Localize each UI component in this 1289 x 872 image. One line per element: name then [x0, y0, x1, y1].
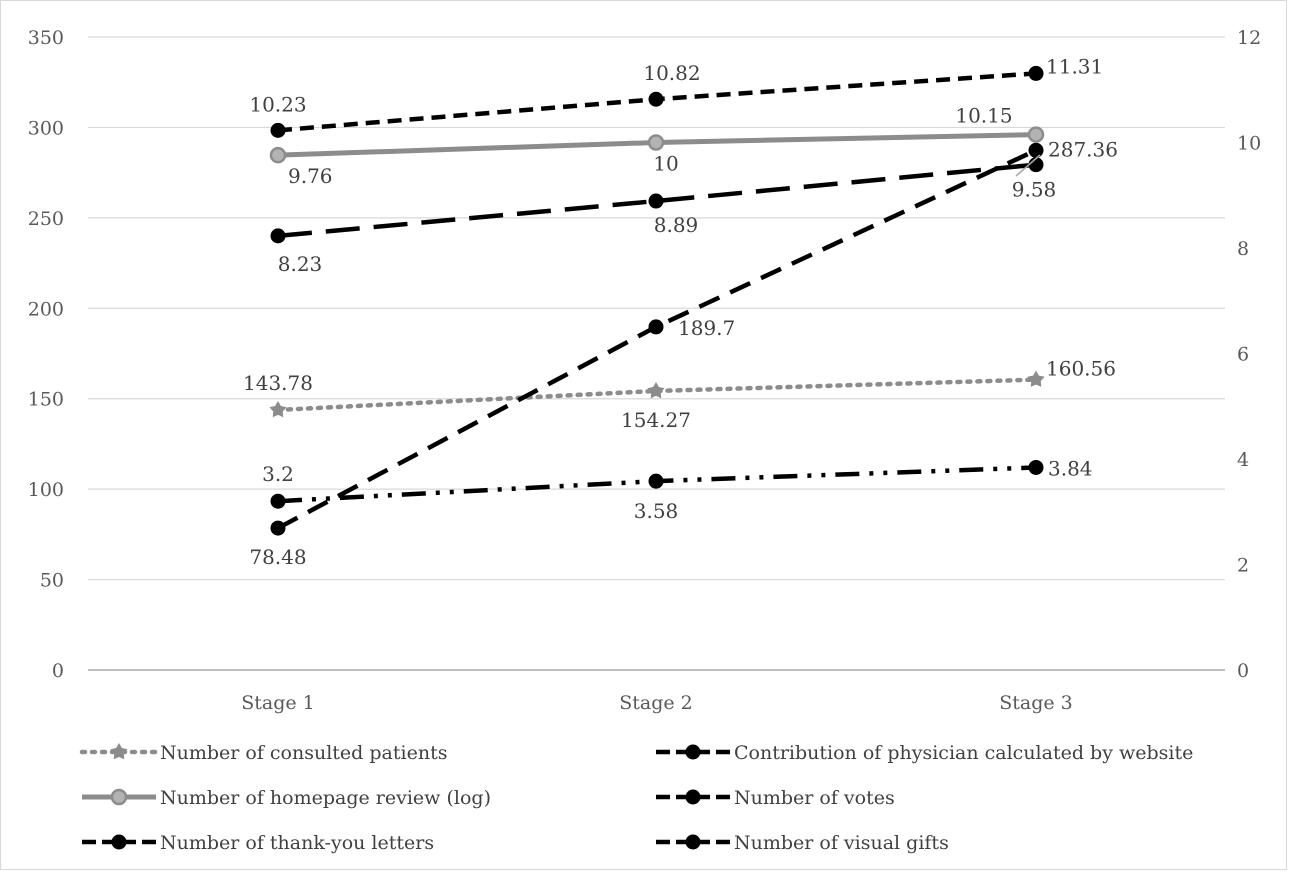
data-point-marker — [648, 91, 664, 107]
data-point-marker — [648, 193, 664, 209]
legend-swatch-marker — [110, 788, 128, 806]
data-point-marker — [270, 228, 286, 244]
data-label: 9.58 — [1012, 178, 1057, 202]
legend-swatch-marker — [110, 743, 128, 760]
legend-swatch-marker — [685, 789, 701, 805]
left-axis-tick-label: 150 — [28, 389, 64, 411]
data-label: 154.27 — [621, 408, 691, 432]
left-axis-tick-label: 50 — [40, 570, 64, 592]
legend-swatch-marker — [111, 834, 127, 850]
x-axis-tick-label: Stage 3 — [999, 692, 1073, 714]
left-axis-tick-label: 250 — [28, 208, 64, 230]
series-lines — [269, 65, 1045, 536]
data-point-marker — [647, 134, 665, 151]
data-label: 3.84 — [1048, 456, 1093, 480]
x-axis-tick-label: Stage 1 — [241, 692, 315, 714]
right-axis-tick-label: 2 — [1237, 555, 1249, 577]
left-axis-tick-label: 0 — [52, 660, 64, 682]
series-line — [277, 162, 1037, 239]
data-point-marker — [1027, 370, 1045, 387]
data-label: 8.89 — [654, 213, 699, 237]
right-axis-tick-label: 10 — [1237, 133, 1261, 155]
x-axis-tick-label: Stage 2 — [619, 692, 693, 714]
x-axis-tick-labels: Stage 1 Stage 2 Stage 3 — [241, 692, 1073, 714]
legend-label: Number of votes — [734, 787, 895, 809]
data-label: 9.76 — [288, 164, 333, 188]
data-point-marker — [1027, 126, 1045, 143]
data-label: 10 — [653, 152, 678, 176]
legend-label: Contribution of physician calculated by … — [734, 742, 1193, 764]
right-axis-tick-label: 6 — [1237, 344, 1249, 366]
data-label: 10.82 — [643, 61, 700, 85]
left-axis-tick-label: 350 — [28, 27, 64, 49]
data-point-marker — [269, 401, 287, 418]
data-point-marker — [1028, 65, 1044, 81]
legend-label: Number of thank-you letters — [160, 832, 434, 854]
data-point-marker — [270, 122, 286, 138]
right-axis-tick-label: 0 — [1237, 660, 1249, 682]
data-point-marker — [648, 319, 664, 335]
data-label: 287.36 — [1048, 137, 1118, 161]
data-point-marker — [270, 493, 286, 509]
legend-swatch-marker — [685, 834, 701, 850]
right-axis-tick-labels: 0 2 4 6 8 10 12 — [1237, 27, 1261, 682]
data-label: 143.78 — [243, 371, 313, 395]
data-point-marker — [1028, 142, 1044, 158]
data-point-marker — [269, 146, 287, 164]
data-label: 189.7 — [678, 316, 735, 340]
data-label: 10.15 — [955, 104, 1012, 128]
legend: Number of consulted patients Contribution… — [79, 742, 1193, 854]
legend-swatch-marker — [685, 744, 701, 760]
data-label: 78.48 — [249, 545, 306, 569]
data-label: 160.56 — [1046, 357, 1116, 381]
left-axis-tick-labels: 0 50 100 150 200 250 300 350 — [28, 27, 64, 682]
leader-line — [1015, 154, 1041, 177]
legend-label: Number of consulted patients — [160, 742, 447, 764]
legend-label: Number of homepage review (log) — [160, 787, 491, 809]
data-point-marker — [647, 382, 665, 399]
gridlines — [88, 36, 1225, 671]
right-axis-tick-label: 12 — [1237, 27, 1261, 49]
legend-label: Number of visual gifts — [734, 832, 949, 854]
data-labels: 143.78 154.27 160.56 78.48 189.7 287.36 9.76 10… — [243, 54, 1118, 569]
data-label: 8.23 — [278, 252, 323, 276]
data-label: 3.58 — [634, 499, 679, 523]
data-label: 11.31 — [1046, 54, 1103, 78]
data-label: 3.2 — [262, 462, 294, 486]
left-axis-tick-label: 100 — [28, 479, 64, 501]
right-axis-tick-label: 8 — [1237, 238, 1249, 260]
data-point-marker — [648, 473, 664, 489]
left-axis-tick-label: 200 — [28, 298, 64, 320]
data-label: 10.23 — [249, 92, 306, 116]
left-axis-tick-label: 300 — [28, 117, 64, 139]
data-point-marker — [270, 520, 286, 536]
right-axis-tick-label: 4 — [1237, 449, 1249, 471]
data-point-marker — [1028, 459, 1044, 475]
